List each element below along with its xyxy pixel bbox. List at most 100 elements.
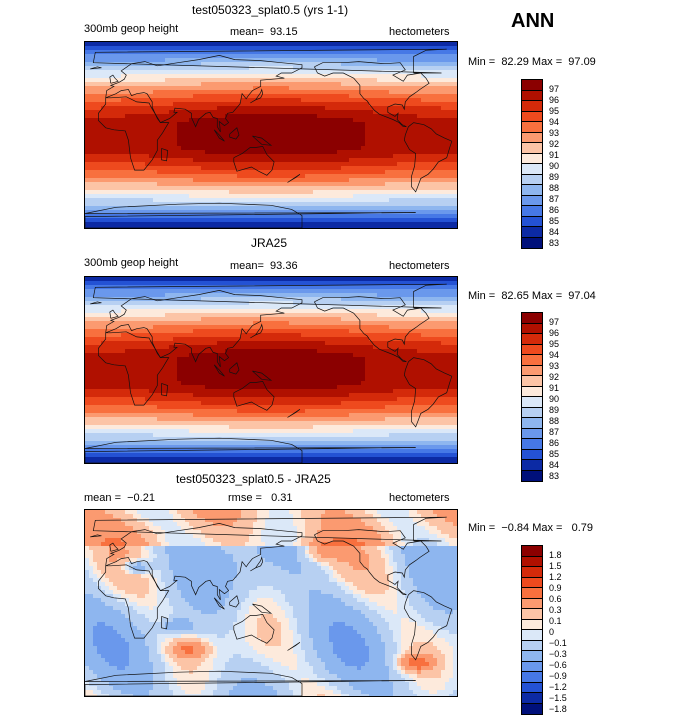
- coastline: [403, 122, 453, 193]
- panel3-map: [84, 509, 458, 697]
- colorbar-swatch: [522, 693, 542, 704]
- coastline: [92, 283, 447, 309]
- panel1-minmax-label: Min = 82.29 Max = 97.09: [468, 56, 596, 68]
- colorbar-tick-label: −1.5: [549, 693, 567, 703]
- colorbar-swatch: [522, 101, 542, 112]
- colorbar-tick-label: 93: [549, 128, 560, 138]
- colorbar-tick-label: 89: [549, 405, 560, 415]
- coastline: [98, 96, 170, 171]
- colorbar-swatch: [522, 588, 542, 599]
- coastline: [314, 296, 430, 363]
- coastline: [250, 88, 264, 104]
- colorbar-swatch: [522, 428, 542, 439]
- colorbar-swatch: [522, 619, 542, 630]
- colorbar-tick-label: −0.1: [549, 638, 567, 648]
- colorbar-swatch: [522, 216, 542, 227]
- panel2-colorbar-ticks: 97 96 95 94 93 92 91 90 89 88 87 86 85 84 83: [549, 317, 559, 482]
- colorbar-tick-label: −0.3: [549, 649, 567, 659]
- colorbar-swatch: [522, 386, 542, 397]
- colorbar-tick-label: 88: [549, 416, 560, 426]
- colorbar-swatch: [522, 556, 542, 567]
- coastline: [229, 362, 240, 375]
- panel1-mean-label: mean= 93.15: [230, 26, 298, 38]
- colorbar-swatch: [522, 397, 542, 408]
- coastline: [233, 381, 275, 411]
- colorbar-swatch: [522, 365, 542, 376]
- coastline: [252, 603, 273, 614]
- panel3-minmax-label: Min = −0.84 Max = 0.79: [468, 522, 594, 534]
- panel3-mean-label: mean = −0.21: [84, 492, 155, 504]
- colorbar-tick-label: 96: [549, 95, 560, 105]
- coastline: [85, 202, 416, 228]
- coastline: [161, 616, 169, 630]
- colorbar-tick-label: 86: [549, 438, 560, 448]
- colorbar-swatch: [522, 682, 542, 693]
- colorbar-tick-label: 97: [549, 317, 560, 327]
- coastline: [98, 331, 170, 406]
- colorbar-swatch: [522, 111, 542, 122]
- colorbar-swatch: [522, 470, 542, 481]
- coastline: [213, 129, 225, 142]
- panel1-units-label: hectometers: [389, 26, 450, 38]
- coastline: [250, 556, 264, 572]
- colorbar-tick-label: 0.1: [549, 616, 562, 626]
- panel2-map: [84, 276, 458, 464]
- colorbar-tick-label: 85: [549, 449, 560, 459]
- colorbar-swatch: [522, 651, 542, 662]
- panel3-rmse-label: rmse = 0.31: [228, 492, 293, 504]
- colorbar-tick-label: 0.9: [549, 583, 562, 593]
- colorbar-tick-label: 97: [549, 84, 560, 94]
- colorbar-tick-label: 87: [549, 427, 560, 437]
- coastline: [85, 670, 416, 696]
- colorbar-swatch: [522, 439, 542, 450]
- coastline: [90, 66, 102, 70]
- panel2-mean-label: mean= 93.36: [230, 260, 298, 272]
- panel1-title: test050323_splat0.5 (yrs 1-1): [192, 3, 349, 17]
- colorbar-tick-label: 0.3: [549, 605, 562, 615]
- colorbar-swatch: [522, 407, 542, 418]
- colorbar-swatch: [522, 80, 542, 91]
- colorbar-swatch: [522, 546, 542, 557]
- panel1-colorbar-ticks: 97 96 95 94 93 92 91 90 89 88 87 86 85 84 83: [549, 84, 559, 249]
- colorbar-tick-label: 96: [549, 328, 560, 338]
- colorbar-tick-label: 85: [549, 216, 560, 226]
- colorbar-tick-label: 90: [549, 394, 560, 404]
- colorbar-tick-label: 90: [549, 161, 560, 171]
- colorbar-swatch: [522, 703, 542, 714]
- colorbar-tick-label: 0.6: [549, 594, 562, 604]
- panel3-colorbar: [521, 545, 543, 715]
- coastline: [314, 61, 430, 128]
- colorbar-tick-label: 94: [549, 117, 560, 127]
- panel3-title: test050323_splat0.5 - JRA25: [176, 472, 331, 486]
- colorbar-swatch: [522, 237, 542, 248]
- panel2-colorbar: [521, 312, 543, 482]
- coastline: [92, 516, 447, 542]
- coastline: [109, 542, 119, 552]
- colorbar-tick-label: 91: [549, 383, 560, 393]
- panel1-map-svg: [85, 42, 457, 228]
- coastline: [403, 590, 453, 661]
- coastline: [287, 409, 301, 418]
- colorbar-swatch: [522, 460, 542, 471]
- panel1-colorbar: [521, 79, 543, 249]
- colorbar-swatch: [522, 598, 542, 609]
- colorbar-swatch: [522, 164, 542, 175]
- colorbar-tick-label: 92: [549, 139, 560, 149]
- coastline: [233, 146, 275, 176]
- colorbar-tick-label: 86: [549, 205, 560, 215]
- coastline: [90, 534, 102, 538]
- colorbar-swatch: [522, 185, 542, 196]
- colorbar-swatch: [522, 122, 542, 133]
- colorbar-swatch: [522, 672, 542, 683]
- colorbar-tick-label: 1.8: [549, 550, 562, 560]
- coastline: [161, 383, 169, 397]
- colorbar-tick-label: 92: [549, 372, 560, 382]
- colorbar-tick-label: 94: [549, 350, 560, 360]
- coastline: [229, 595, 240, 608]
- coastline: [213, 597, 225, 610]
- coastline: [252, 370, 273, 381]
- panel3-map-svg: [85, 510, 457, 696]
- coastline: [90, 301, 102, 305]
- colorbar-tick-label: 84: [549, 227, 560, 237]
- colorbar-tick-label: 95: [549, 339, 560, 349]
